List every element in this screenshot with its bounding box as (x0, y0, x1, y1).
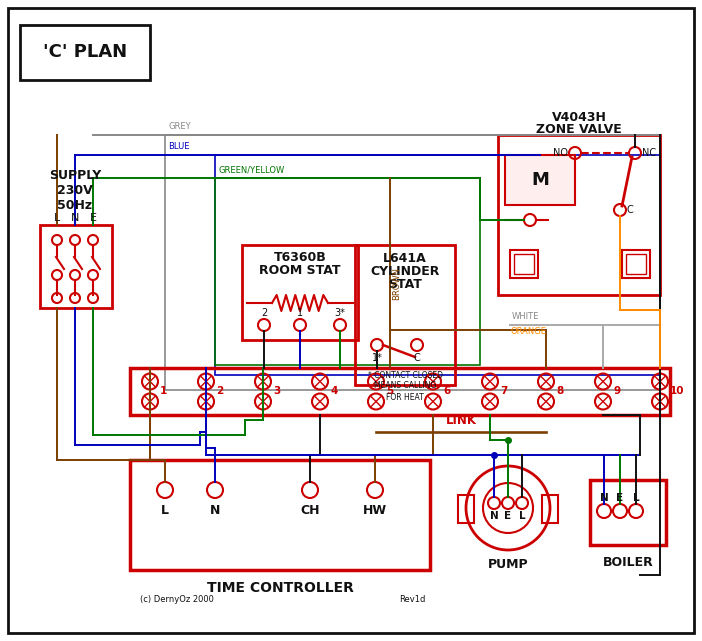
Bar (242, 245, 358, 340)
Text: 6: 6 (443, 387, 450, 397)
Bar (458, 495, 474, 523)
Text: 1: 1 (297, 308, 303, 318)
Text: MEANS CALLING: MEANS CALLING (373, 381, 436, 390)
Text: V4043H: V4043H (552, 110, 607, 124)
Text: 10: 10 (670, 387, 684, 397)
Text: PUMP: PUMP (488, 558, 529, 570)
Text: 9: 9 (613, 387, 620, 397)
Bar (40, 225, 112, 308)
Bar (215, 178, 480, 365)
Bar (165, 135, 660, 390)
Bar (590, 480, 666, 545)
Text: BROWN: BROWN (392, 267, 401, 300)
Text: L: L (54, 213, 60, 223)
Text: 7: 7 (500, 387, 508, 397)
Text: N: N (210, 503, 220, 517)
Bar (542, 495, 558, 523)
Text: L: L (161, 503, 169, 517)
Text: 3*: 3* (335, 308, 345, 318)
Text: 5: 5 (386, 387, 393, 397)
Text: NO: NO (553, 148, 569, 158)
Text: GREEN/YELLOW: GREEN/YELLOW (218, 165, 284, 174)
Text: N: N (71, 213, 79, 223)
Text: 3: 3 (273, 387, 280, 397)
Text: GREY: GREY (168, 122, 191, 131)
Text: NC: NC (642, 148, 656, 158)
Text: Rev1d: Rev1d (399, 595, 425, 604)
Bar (505, 155, 575, 205)
Text: L641A: L641A (383, 251, 427, 265)
Text: CH: CH (300, 503, 319, 517)
Text: SUPPLY: SUPPLY (49, 169, 101, 181)
Bar (622, 250, 650, 278)
Text: 2: 2 (216, 387, 223, 397)
Text: 1*: 1* (371, 353, 383, 363)
Text: 8: 8 (556, 387, 563, 397)
Text: BLUE: BLUE (168, 142, 190, 151)
Text: 50Hz: 50Hz (58, 199, 93, 212)
Text: TIME CONTROLLER: TIME CONTROLLER (206, 581, 353, 595)
Text: LINK: LINK (446, 414, 477, 427)
Text: 4: 4 (330, 387, 338, 397)
Bar (215, 155, 660, 375)
Text: FOR HEAT: FOR HEAT (386, 392, 424, 401)
Bar (20, 25, 150, 80)
Text: T6360B: T6360B (274, 251, 326, 263)
Text: N: N (489, 511, 498, 521)
Text: 2: 2 (261, 308, 267, 318)
Bar (498, 135, 660, 295)
Text: N: N (600, 493, 609, 503)
Text: STAT: STAT (388, 278, 422, 290)
Bar (130, 368, 670, 415)
Text: BOILER: BOILER (602, 556, 654, 569)
Text: ROOM STAT: ROOM STAT (259, 263, 340, 276)
Text: C: C (627, 205, 633, 215)
Text: ZONE VALVE: ZONE VALVE (536, 122, 622, 135)
Text: L: L (519, 511, 525, 521)
Text: C: C (413, 353, 420, 363)
Text: HW: HW (363, 503, 387, 517)
Text: * CONTACT CLOSED: * CONTACT CLOSED (368, 370, 442, 379)
Text: (c) DernyOz 2000: (c) DernyOz 2000 (140, 595, 214, 604)
Text: E: E (89, 213, 96, 223)
Bar (355, 245, 455, 385)
Text: L: L (633, 493, 640, 503)
Text: WHITE: WHITE (512, 312, 539, 321)
Text: 1: 1 (160, 387, 167, 397)
Bar (626, 254, 646, 274)
Text: E: E (616, 493, 623, 503)
Text: 230V: 230V (57, 183, 93, 197)
Text: M: M (531, 171, 549, 189)
Text: 'C' PLAN: 'C' PLAN (43, 43, 127, 61)
Text: ORANGE: ORANGE (510, 327, 546, 336)
Text: E: E (505, 511, 512, 521)
Bar (514, 254, 534, 274)
Bar (130, 460, 430, 570)
Text: CYLINDER: CYLINDER (371, 265, 439, 278)
Bar (510, 250, 538, 278)
